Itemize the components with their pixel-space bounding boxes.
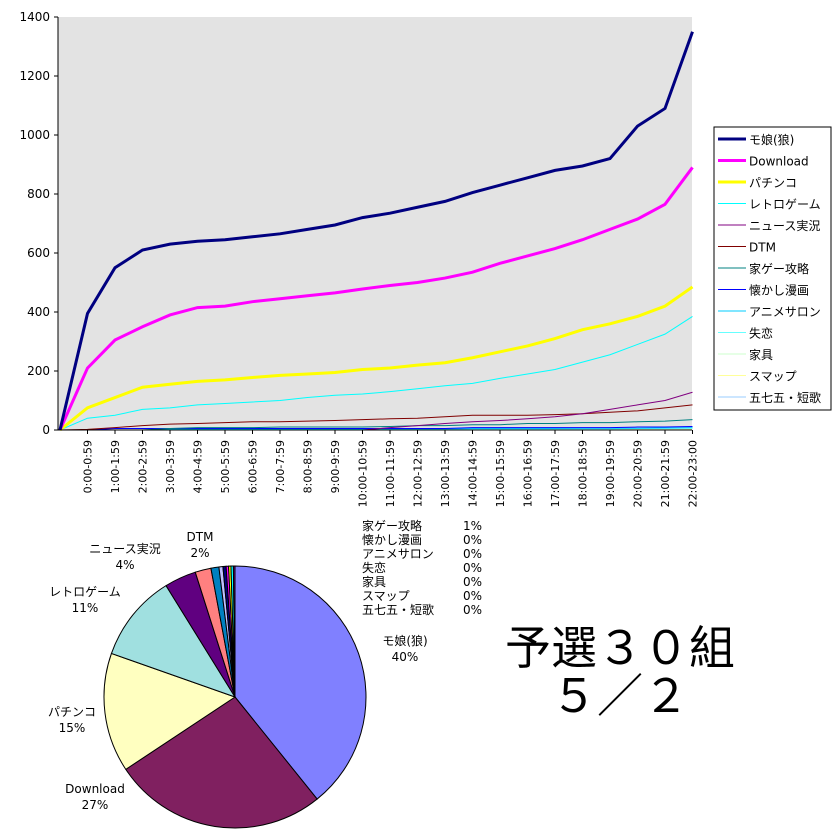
legend-label: パチンコ [749, 176, 797, 190]
pie-label-name: DTM [187, 530, 214, 544]
pie-slice [125, 696, 318, 829]
series-line-6 [60, 419, 693, 431]
pie-label-name: 五七五・短歌 [362, 602, 434, 617]
heading-line2: ５／２ [551, 669, 689, 723]
x-tick-label: 11:00-11:59 [384, 440, 397, 507]
legend-label: 失恋 [749, 326, 773, 341]
y-axis: 0 200 400 600 800 1000 1200 1400 [19, 10, 58, 437]
x-tick-label: 7:00-7:59 [274, 440, 287, 493]
x-tick-label: 22:00-23:00 [687, 440, 700, 507]
pie-label-percent: 0% [463, 603, 482, 617]
x-tick-label: 13:00-13:59 [439, 440, 452, 507]
y-tick-label: 600 [27, 246, 50, 260]
x-tick-label: 16:00-16:59 [522, 440, 535, 507]
y-tick-label: 0 [42, 423, 50, 437]
pie-label-percent: 40% [392, 650, 419, 664]
pie-chart [103, 565, 367, 829]
pie-label-name: レトロゲーム [49, 585, 121, 599]
pie-labels: モ娘(狼) 40% Download 27% パチンコ 15% レトロゲーム 11% ニュース実… [48, 518, 482, 812]
x-tick-label: 8:00-8:59 [302, 440, 315, 493]
y-tick-label: 200 [27, 364, 50, 378]
pie-label-name: 懐かし漫画 [362, 533, 422, 547]
x-tick-label: 10:00-10:59 [357, 440, 370, 507]
y-tick-label: 1200 [19, 69, 50, 83]
legend-label: 家具 [749, 347, 773, 362]
legend-label: DTM [749, 241, 776, 255]
pie-label-percent: 2% [190, 546, 209, 560]
x-tick-label: 5:00-5:59 [219, 440, 232, 493]
pie-label-name: Download [65, 782, 125, 796]
pie-label-percent: 27% [82, 798, 109, 812]
pie-label-name: ニュース実況 [89, 541, 160, 556]
pie-label-name: スマップ [362, 589, 410, 603]
x-tick-label: 19:00-19:59 [604, 440, 617, 507]
y-tick-label: 1000 [19, 128, 50, 142]
x-tick-label: 2:00-2:59 [137, 440, 150, 493]
legend-label: 家ゲー攻略 [749, 261, 809, 276]
x-tick-label: 21:00-21:59 [659, 440, 672, 507]
pie-label-percent: 1% [463, 519, 482, 533]
y-tick-label: 800 [27, 187, 50, 201]
x-tick-label: 12:00-12:59 [412, 440, 425, 507]
legend-label: 五七五・短歌 [749, 390, 821, 405]
x-tick-label: 20:00-20:59 [632, 440, 645, 507]
legend-label: スマップ [749, 370, 797, 384]
pie-label-percent: 4% [115, 558, 134, 572]
x-tick-label: 3:00-3:59 [164, 440, 177, 493]
heading-line1: 予選３０組 [505, 621, 735, 675]
pie-label-name: モ娘(狼) [382, 633, 427, 648]
pie-label-percent: 0% [463, 561, 482, 575]
legend-label: モ娘(狼) [749, 132, 794, 147]
pie-label-percent: 15% [59, 721, 86, 735]
pie-label-percent: 0% [463, 589, 482, 603]
pie-label-name: 家具 [362, 574, 386, 589]
pie-label-name: 失恋 [362, 560, 386, 575]
x-tick-label: 4:00-4:59 [192, 440, 205, 493]
x-tick-label: 0:00-0:59 [82, 440, 95, 493]
pie-slice [232, 565, 236, 698]
series-line-1 [58, 166, 694, 431]
x-tick-label: 6:00-6:59 [247, 440, 260, 493]
x-tick-label: 15:00-15:59 [494, 440, 507, 507]
y-tick-label: 1400 [19, 10, 50, 24]
pie-slice [234, 565, 367, 800]
pie-slice [110, 584, 237, 698]
legend-label: 懐かし漫画 [749, 284, 809, 298]
x-tick-label: 17:00-17:59 [549, 440, 562, 507]
pie-label-name: アニメサロン [362, 547, 434, 561]
legend-label: レトロゲーム [749, 198, 821, 212]
pie-label-percent: 0% [463, 533, 482, 547]
pie-slice [103, 652, 237, 771]
x-axis: 0:00-0:59 1:00-1:59 2:00-2:59 3:00-3:59 4:00… [82, 430, 700, 507]
pie-label-name: パチンコ [48, 705, 96, 719]
series-line-3 [59, 316, 693, 431]
legend-label: アニメサロン [749, 305, 821, 319]
x-tick-label: 18:00-18:59 [577, 440, 590, 507]
y-tick-label: 400 [27, 305, 50, 319]
pie-label-percent: 0% [463, 547, 482, 561]
x-tick-label: 9:00-9:59 [329, 440, 342, 493]
pie-label-name: 家ゲー攻略 [362, 518, 422, 533]
x-tick-label: 14:00-14:59 [467, 440, 480, 507]
legend-label: ニュース実況 [749, 218, 820, 233]
legend-label: Download [749, 155, 809, 169]
pie-label-percent: 0% [463, 575, 482, 589]
pie-label-percent: 11% [72, 601, 99, 615]
series-line-0 [58, 31, 694, 431]
series-line-2 [59, 285, 694, 432]
x-tick-label: 1:00-1:59 [109, 440, 122, 493]
